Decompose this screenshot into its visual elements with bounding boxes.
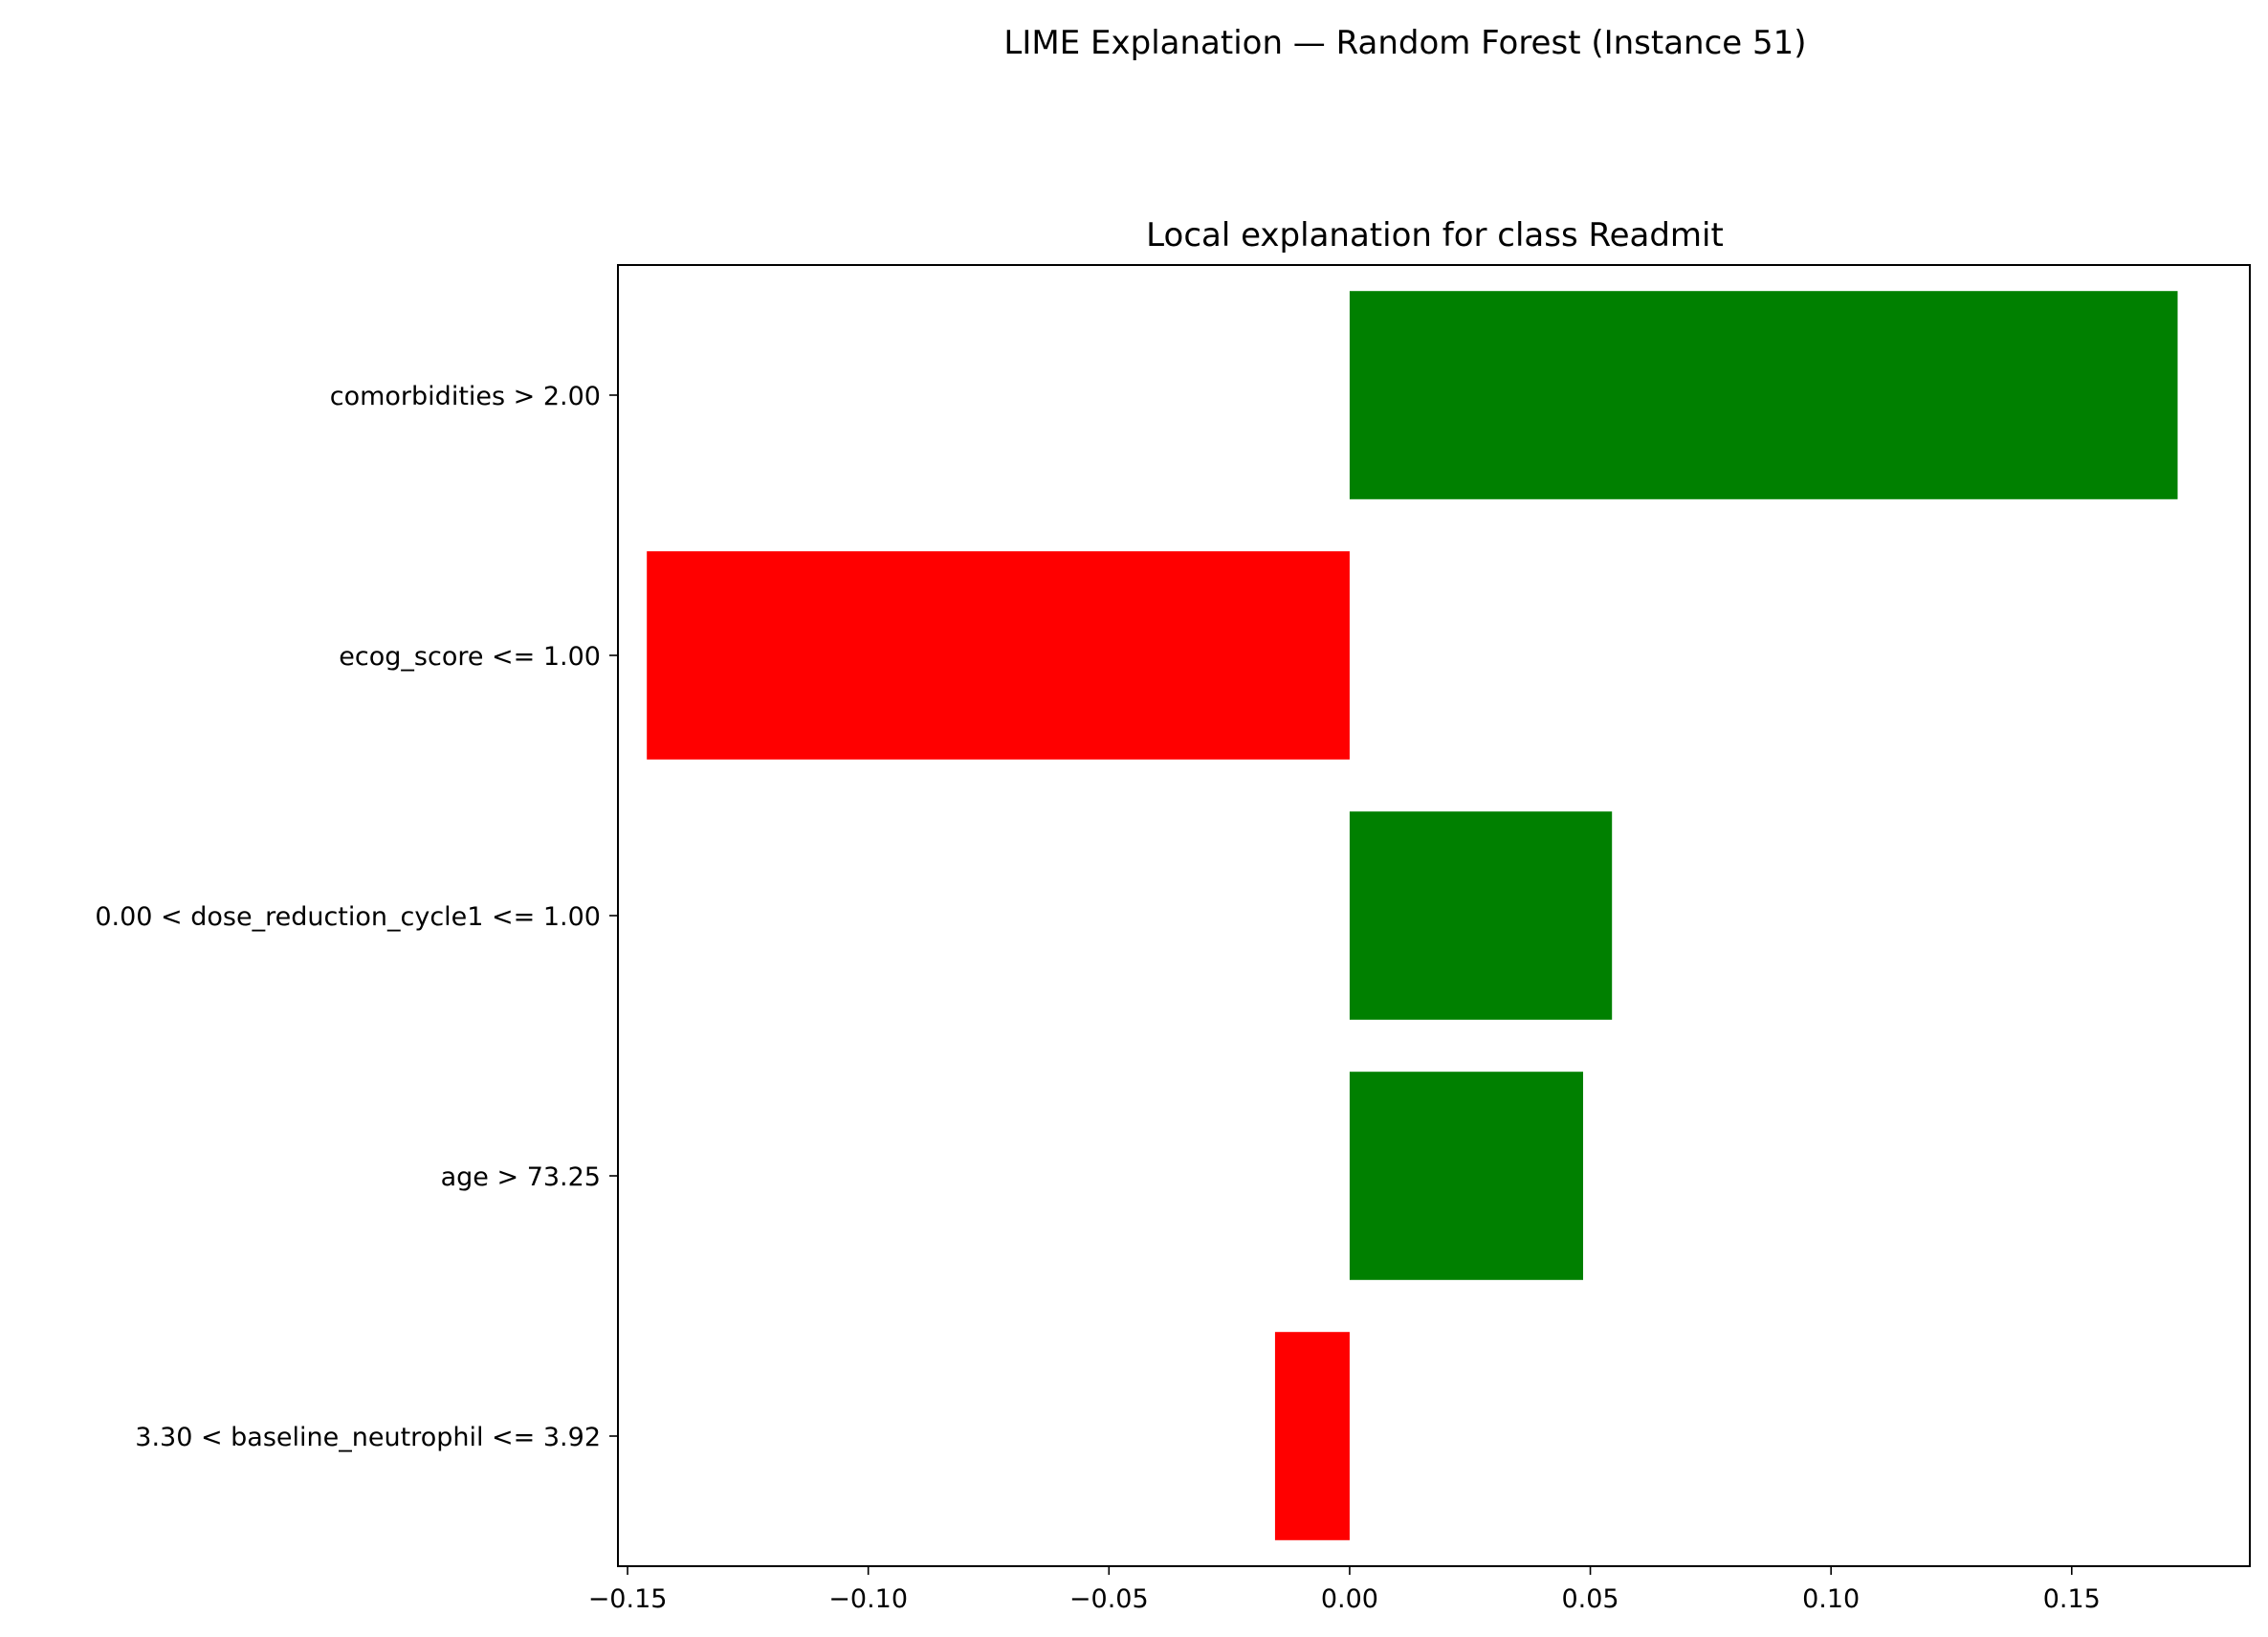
- ytick-label: age > 73.25: [441, 1162, 601, 1192]
- ytick-label: 0.00 < dose_reduction_cycle1 <= 1.00: [95, 902, 601, 932]
- ytick-label: 3.30 < baseline_neutrophil <= 3.92: [135, 1423, 601, 1452]
- bar-3: [1349, 811, 1613, 1020]
- bar-4: [1349, 1072, 1584, 1280]
- ytick-label: comorbidities > 2.00: [330, 382, 601, 411]
- ytick-label: ecog_score <= 1.00: [339, 642, 601, 672]
- chart-title: Local explanation for class Readmit: [1146, 216, 1724, 254]
- xtick-label: −0.15: [588, 1584, 668, 1614]
- bar-5: [1274, 1332, 1350, 1540]
- xtick-label: 0.15: [2043, 1584, 2101, 1614]
- plot-area: comorbidities > 2.00 ecog_score <= 1.00 0.…: [95, 264, 2251, 1614]
- xtick-label: 0.00: [1321, 1584, 1378, 1614]
- xtick-label: 0.05: [1561, 1584, 1618, 1614]
- bar-2: [647, 551, 1350, 760]
- axes-frame: [617, 264, 2251, 1567]
- figure-suptitle: LIME Explanation — Random Forest (Instan…: [1003, 24, 1806, 62]
- xtick-label: −0.05: [1069, 1584, 1149, 1614]
- xtick-label: 0.10: [1802, 1584, 1860, 1614]
- xtick-label: −0.10: [828, 1584, 908, 1614]
- bar-1: [1349, 291, 2178, 499]
